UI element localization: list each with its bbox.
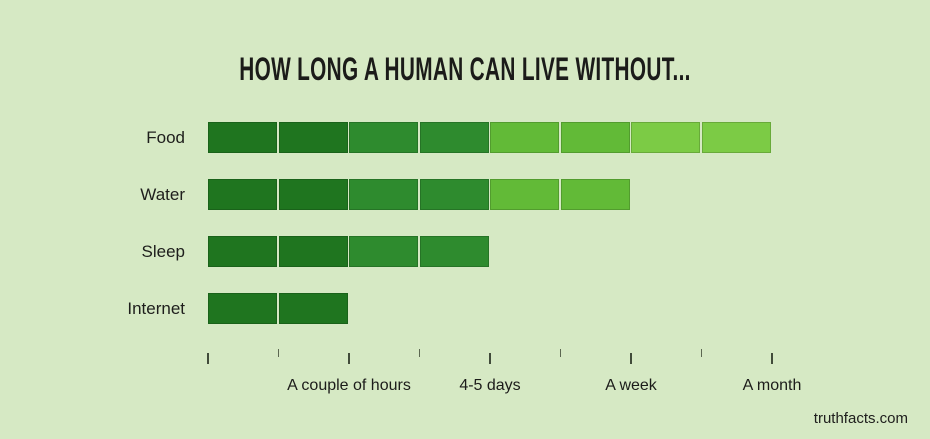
bar-segment bbox=[208, 122, 277, 153]
axis-major-tick bbox=[771, 353, 773, 364]
bar-segment bbox=[490, 122, 559, 153]
source-credit: truthfacts.com bbox=[813, 410, 908, 427]
bar-segment bbox=[560, 122, 630, 153]
bar-segment bbox=[208, 179, 277, 210]
category-label: Internet bbox=[127, 299, 185, 318]
category-label: Water bbox=[140, 185, 185, 204]
bar-segment bbox=[278, 122, 348, 153]
bar-segment bbox=[631, 122, 700, 153]
axis-minor-tick bbox=[419, 349, 420, 357]
category-label: Sleep bbox=[141, 242, 185, 261]
bar-segment bbox=[419, 179, 489, 210]
axis-minor-tick bbox=[278, 349, 279, 357]
bar-segment bbox=[278, 293, 348, 324]
axis-major-tick bbox=[207, 353, 209, 364]
bar-water bbox=[208, 179, 630, 210]
category-label: Food bbox=[146, 128, 185, 147]
axis-tick-label: A couple of hours bbox=[287, 377, 411, 394]
bar-segment bbox=[349, 122, 418, 153]
chart-title: HOW LONG A HUMAN CAN LIVE WITHOUT... bbox=[239, 51, 691, 87]
bar-segment bbox=[208, 293, 277, 324]
bar-segment bbox=[490, 179, 559, 210]
axis-tick-label: 4-5 days bbox=[459, 377, 521, 394]
bar-segment bbox=[701, 122, 771, 153]
axis-major-tick bbox=[630, 353, 632, 364]
bar-segment bbox=[349, 179, 418, 210]
bar-segment bbox=[208, 236, 277, 267]
bar-food bbox=[208, 122, 771, 153]
bar-segment bbox=[419, 236, 489, 267]
bar-internet bbox=[208, 293, 348, 324]
bar-segment bbox=[278, 236, 348, 267]
axis-tick-label: A month bbox=[742, 377, 802, 394]
axis-minor-tick bbox=[560, 349, 561, 357]
bar-segment bbox=[419, 122, 489, 153]
bar-sleep bbox=[208, 236, 489, 267]
bar-segment bbox=[560, 179, 630, 210]
axis-tick-label: A week bbox=[605, 377, 657, 394]
axis-major-tick bbox=[348, 353, 350, 364]
bar-segment bbox=[278, 179, 348, 210]
axis-minor-tick bbox=[701, 349, 702, 357]
bar-segment bbox=[349, 236, 418, 267]
axis-major-tick bbox=[489, 353, 491, 364]
